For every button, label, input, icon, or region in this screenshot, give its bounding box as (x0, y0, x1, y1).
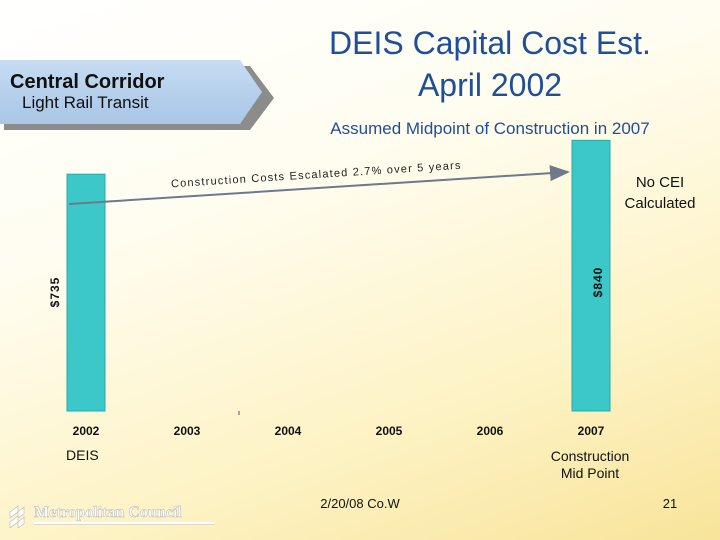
x-tick-label: 2002 (73, 424, 100, 438)
x-tick-label: 2006 (477, 424, 504, 438)
escalation-arrow (68, 165, 570, 205)
escalation-annotation: Construction Costs Escalated 2.7% over 5… (171, 160, 462, 191)
banner-subtitle: Light Rail Transit (22, 93, 149, 112)
bar-2002 (66, 173, 106, 412)
no-cei-note: No CEI Calculated (605, 172, 715, 214)
page-number: 21 (662, 496, 678, 511)
metropolitan-council-logo: Metropolitan Council (9, 504, 214, 528)
construction-line1: Construction (550, 448, 630, 464)
no-cei-line2: Calculated (624, 195, 696, 212)
x-tick-label: 2005 (376, 424, 403, 438)
logo-text: Metropolitan Council (34, 504, 182, 521)
construction-line2: Mid Point (560, 465, 620, 481)
x-tick-label: 2004 (275, 424, 302, 438)
deis-label: DEIS (66, 447, 99, 463)
banner-title: Central Corridor (10, 71, 165, 93)
no-cei-line1: No CEI (635, 174, 685, 191)
construction-midpoint-note: Construction Mid Point (530, 448, 650, 482)
page-title: DEIS Capital Cost Est. April 2002 (270, 22, 710, 106)
logo-mark-icon (9, 505, 25, 528)
footer-date: 2/20/08 Co.W (320, 496, 400, 511)
bar-value-label: $840 (591, 267, 605, 298)
bar-2007 (571, 139, 611, 412)
page-title-line1: DEIS Capital Cost Est. (329, 25, 651, 61)
x-tick-label: 2007 (578, 424, 605, 438)
page-title-line2: April 2002 (417, 67, 563, 103)
bar-value-label: $735 (48, 277, 62, 308)
banner (0, 60, 262, 124)
page-subtitle: Assumed Midpoint of Construction in 2007 (330, 119, 650, 138)
x-tick-label: 2003 (174, 424, 201, 438)
